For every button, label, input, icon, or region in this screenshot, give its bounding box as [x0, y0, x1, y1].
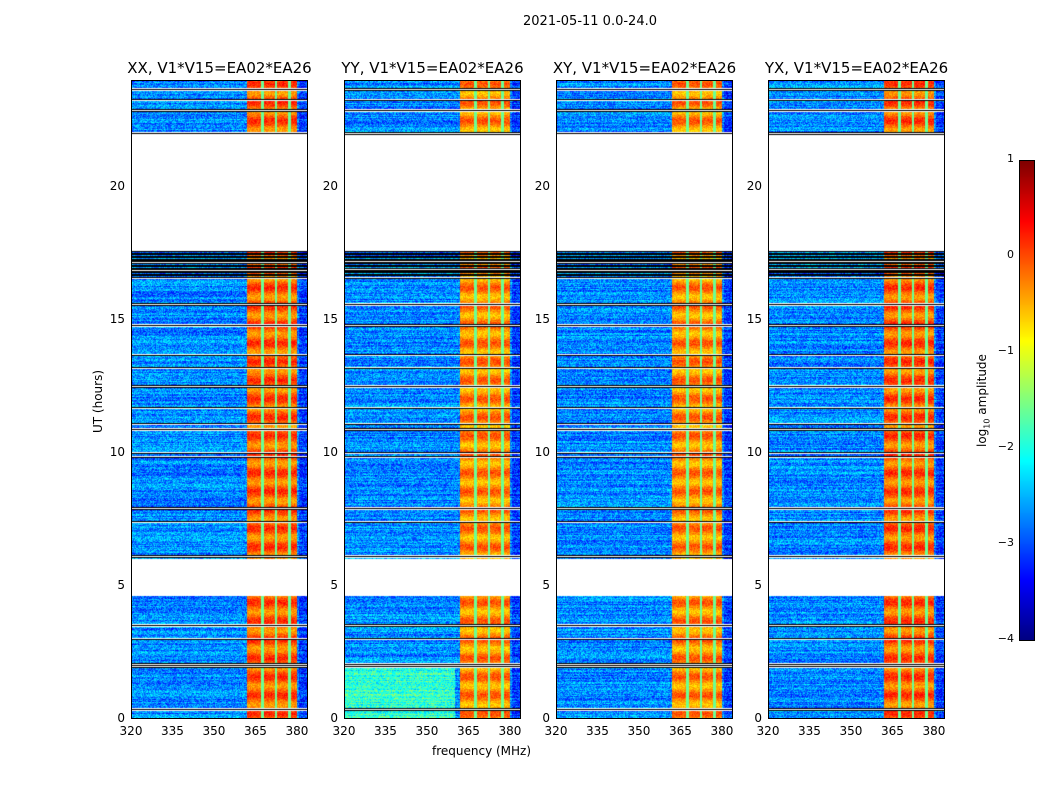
y-tick-label: 5 [542, 577, 550, 592]
waterfall-panel [556, 80, 733, 719]
x-tick-label: 380 [285, 724, 309, 738]
colorbar-tick-label: −3 [997, 536, 1014, 549]
colorbar-tick-label: −4 [997, 632, 1014, 645]
panel-title: XY, V1*V15=EA02*EA26 [552, 59, 737, 77]
waterfall-heatmap [345, 81, 520, 718]
colorbar-tick-label: 0 [1007, 248, 1014, 261]
waterfall-heatmap [132, 81, 307, 718]
figure-title: 2021-05-11 0.0-24.0 [523, 14, 657, 29]
waterfall-panel [768, 80, 945, 719]
y-tick-label: 20 [746, 178, 762, 193]
x-tick-label: 350 [839, 724, 863, 738]
y-tick-label: 10 [746, 444, 762, 459]
x-tick-label: 350 [415, 724, 439, 738]
x-tick-label: 320 [119, 724, 143, 738]
x-tick-label: 380 [710, 724, 734, 738]
colorbar [1019, 160, 1035, 641]
y-tick-label: 5 [754, 577, 762, 592]
colorbar-tick-label: 1 [1007, 152, 1014, 165]
y-tick-label: 15 [109, 311, 125, 326]
panel-title: YY, V1*V15=EA02*EA26 [341, 59, 524, 77]
x-tick-label: 365 [244, 724, 267, 738]
x-tick-label: 380 [498, 724, 522, 738]
y-tick-label: 5 [117, 577, 125, 592]
x-tick-label: 365 [669, 724, 692, 738]
x-tick-label: 365 [881, 724, 904, 738]
y-tick-label: 0 [542, 711, 550, 725]
x-tick-label: 335 [798, 724, 821, 738]
y-tick-label: 15 [534, 311, 550, 326]
y-tick-label: 10 [534, 444, 550, 459]
colorbar-tick-label: −1 [997, 344, 1014, 357]
y-axis-label: UT (hours) [91, 369, 105, 433]
panel-title: YX, V1*V15=EA02*EA26 [764, 59, 949, 77]
x-tick-label: 380 [922, 724, 946, 738]
colorbar-label: log10 amplitude [975, 354, 992, 447]
y-tick-label: 5 [330, 577, 338, 592]
waterfall-panel [131, 80, 308, 719]
x-tick-label: 350 [202, 724, 226, 738]
y-tick-label: 10 [109, 444, 125, 459]
y-tick-label: 0 [754, 711, 762, 725]
waterfall-heatmap [557, 81, 732, 718]
y-tick-label: 0 [117, 711, 125, 725]
y-tick-label: 15 [322, 311, 338, 326]
y-tick-label: 20 [109, 178, 125, 193]
waterfall-heatmap [769, 81, 944, 718]
x-tick-label: 335 [161, 724, 184, 738]
x-tick-label: 320 [756, 724, 780, 738]
x-tick-label: 365 [457, 724, 480, 738]
y-tick-label: 10 [322, 444, 338, 459]
panel-title: XX, V1*V15=EA02*EA26 [127, 59, 312, 77]
y-tick-label: 15 [746, 311, 762, 326]
colorbar-tick-label: −2 [997, 440, 1014, 453]
x-tick-label: 335 [374, 724, 397, 738]
x-axis-label: frequency (MHz) [432, 744, 532, 758]
waterfall-panel [344, 80, 521, 719]
y-tick-label: 20 [322, 178, 338, 193]
x-tick-label: 350 [627, 724, 651, 738]
x-tick-label: 320 [544, 724, 568, 738]
y-tick-label: 0 [330, 711, 338, 725]
x-tick-label: 320 [332, 724, 356, 738]
y-tick-label: 20 [534, 178, 550, 193]
x-tick-label: 335 [586, 724, 609, 738]
